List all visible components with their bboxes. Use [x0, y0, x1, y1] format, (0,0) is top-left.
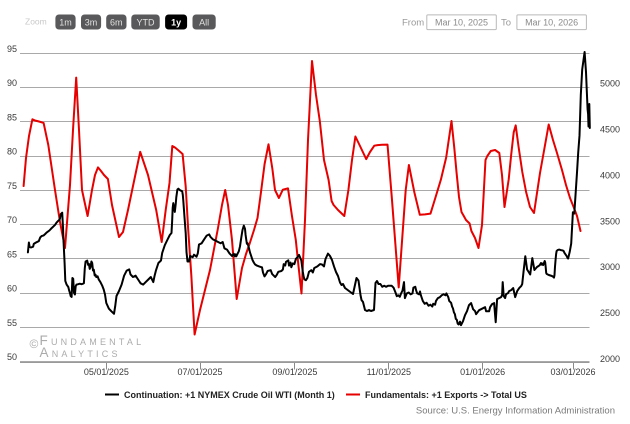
svg-text:65: 65: [7, 249, 17, 259]
svg-text:4000: 4000: [600, 170, 620, 180]
svg-text:4500: 4500: [600, 124, 620, 134]
svg-text:6m: 6m: [110, 17, 123, 27]
svg-text:09/01/2025: 09/01/2025: [272, 367, 317, 377]
svg-text:3m: 3m: [85, 17, 98, 27]
svg-text:70: 70: [7, 215, 17, 225]
svg-text:Fundamentals: +1 Exports -> To: Fundamentals: +1 Exports -> Total US: [365, 390, 527, 400]
svg-text:Mar 10, 2025: Mar 10, 2025: [435, 17, 488, 27]
svg-text:5000: 5000: [600, 79, 620, 89]
svg-text:05/01/2025: 05/01/2025: [84, 367, 129, 377]
svg-text:01/01/2026: 01/01/2026: [460, 367, 505, 377]
svg-text:Analytics: Analytics: [40, 345, 121, 360]
svg-text:03/01/2026: 03/01/2026: [550, 367, 595, 377]
svg-text:To: To: [501, 17, 511, 28]
svg-text:Source: U.S. Energy Informatio: Source: U.S. Energy Information Administ…: [416, 406, 615, 417]
svg-text:3000: 3000: [600, 262, 620, 272]
svg-text:All: All: [199, 17, 209, 27]
svg-text:95: 95: [7, 44, 17, 54]
svg-text:2500: 2500: [600, 308, 620, 318]
svg-text:75: 75: [7, 181, 17, 191]
svg-text:1y: 1y: [171, 17, 181, 27]
svg-text:80: 80: [7, 147, 17, 157]
svg-text:From: From: [402, 17, 424, 28]
svg-text:2000: 2000: [600, 354, 620, 364]
svg-text:3500: 3500: [600, 216, 620, 226]
svg-text:60: 60: [7, 284, 17, 294]
svg-text:Continuation: +1 NYMEX Crude O: Continuation: +1 NYMEX Crude Oil WTI (Mo…: [124, 390, 335, 400]
svg-text:11/01/2025: 11/01/2025: [367, 367, 411, 377]
svg-text:Fundamental: Fundamental: [40, 333, 145, 348]
svg-text:85: 85: [7, 112, 17, 122]
svg-text:YTD: YTD: [137, 17, 156, 27]
svg-text:Zoom: Zoom: [25, 17, 47, 27]
svg-text:50: 50: [7, 352, 17, 362]
svg-text:©: ©: [30, 337, 39, 351]
svg-text:Mar 10, 2026: Mar 10, 2026: [525, 17, 578, 27]
svg-text:90: 90: [7, 78, 17, 88]
svg-text:55: 55: [7, 318, 17, 328]
svg-text:07/01/2025: 07/01/2025: [177, 367, 222, 377]
svg-text:1m: 1m: [59, 17, 72, 27]
